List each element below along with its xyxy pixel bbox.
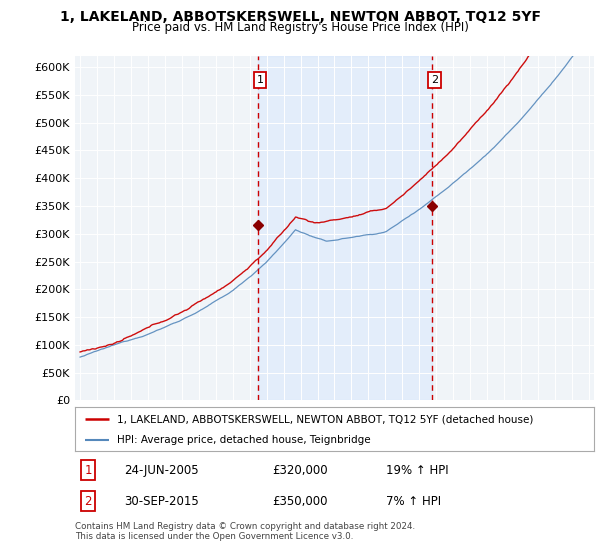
Text: Price paid vs. HM Land Registry's House Price Index (HPI): Price paid vs. HM Land Registry's House … <box>131 21 469 34</box>
Text: 2: 2 <box>431 75 438 85</box>
Text: £320,000: £320,000 <box>272 464 328 477</box>
Bar <box>257 56 432 400</box>
Text: 19% ↑ HPI: 19% ↑ HPI <box>386 464 449 477</box>
Text: Contains HM Land Registry data © Crown copyright and database right 2024.
This d: Contains HM Land Registry data © Crown c… <box>75 522 415 542</box>
Text: 24-JUN-2005: 24-JUN-2005 <box>124 464 199 477</box>
Text: 1, LAKELAND, ABBOTSKERSWELL, NEWTON ABBOT, TQ12 5YF: 1, LAKELAND, ABBOTSKERSWELL, NEWTON ABBO… <box>59 10 541 24</box>
Text: 2: 2 <box>84 494 92 507</box>
Text: 7% ↑ HPI: 7% ↑ HPI <box>386 494 442 507</box>
Text: 1: 1 <box>84 464 92 477</box>
Text: 1: 1 <box>257 75 264 85</box>
Text: 1, LAKELAND, ABBOTSKERSWELL, NEWTON ABBOT, TQ12 5YF (detached house): 1, LAKELAND, ABBOTSKERSWELL, NEWTON ABBO… <box>116 414 533 424</box>
Text: HPI: Average price, detached house, Teignbridge: HPI: Average price, detached house, Teig… <box>116 435 370 445</box>
Text: £350,000: £350,000 <box>272 494 328 507</box>
Text: 30-SEP-2015: 30-SEP-2015 <box>124 494 199 507</box>
